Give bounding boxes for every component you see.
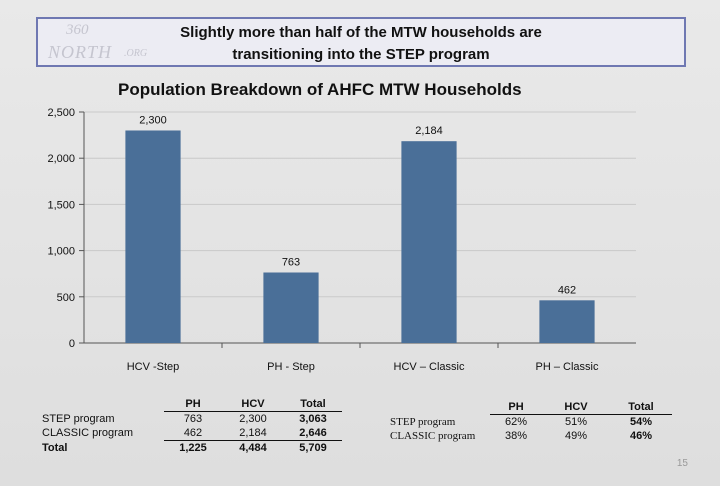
bar-value-label: 462 bbox=[558, 284, 576, 296]
x-category-label: HCV -Step bbox=[127, 361, 180, 373]
y-tick-label: 2,000 bbox=[47, 153, 75, 165]
percent-table-header-row: PH HCV Total bbox=[390, 400, 672, 415]
cell: 2,646 bbox=[284, 426, 342, 441]
cell: 462 bbox=[164, 426, 222, 441]
cell: 1,225 bbox=[179, 442, 207, 454]
counts-header-hcv: HCV bbox=[222, 397, 284, 412]
table-row: STEP program 62% 51% 54% bbox=[390, 415, 672, 430]
y-tick-label: 2,500 bbox=[47, 107, 75, 119]
cell: 5,709 bbox=[299, 442, 327, 454]
y-tick-label: 500 bbox=[57, 292, 75, 304]
y-tick-label: 0 bbox=[69, 338, 75, 350]
logo-org: .ORG bbox=[124, 48, 148, 59]
bar-value-label: 763 bbox=[282, 256, 300, 268]
x-category-label: PH - Step bbox=[267, 361, 315, 373]
percent-header-total: Total bbox=[610, 400, 672, 415]
y-tick-label: 1,500 bbox=[47, 199, 75, 211]
cell: 4,484 bbox=[239, 442, 267, 454]
table-row: STEP program 763 2,300 3,063 bbox=[42, 412, 342, 427]
bar bbox=[125, 130, 181, 343]
cell: 2,184 bbox=[222, 426, 284, 441]
bar-chart: 0 500 1,000 1,500 2,000 2,500 2,300 HCV -Step 76… bbox=[47, 107, 636, 373]
logo-word: NORTH bbox=[48, 42, 113, 62]
bar bbox=[263, 272, 319, 343]
x-category-label: PH – Classic bbox=[536, 361, 599, 373]
bar bbox=[401, 141, 457, 343]
counts-header-total: Total bbox=[284, 397, 342, 412]
x-category-label: HCV – Classic bbox=[394, 361, 465, 373]
row-label: STEP program bbox=[42, 412, 115, 425]
total-row: Total 1,225 4,484 5,709 bbox=[42, 441, 342, 456]
percent-header-ph: PH bbox=[490, 400, 542, 415]
percent-table: PH HCV Total STEP program 62% 51% 54% CL… bbox=[390, 400, 672, 443]
headline-line-1: Slightly more than half of the MTW house… bbox=[180, 24, 542, 41]
cell: 54% bbox=[629, 416, 653, 428]
table-row: CLASSIC program 462 2,184 2,646 bbox=[42, 426, 342, 441]
page-number: 15 bbox=[676, 458, 688, 469]
cell: 38% bbox=[504, 430, 528, 442]
counts-header-ph: PH bbox=[164, 397, 222, 412]
headline-box: Slightly more than half of the MTW house… bbox=[36, 17, 686, 67]
chart-title: Population Breakdown of AHFC MTW Househo… bbox=[118, 80, 522, 99]
row-label: Total bbox=[42, 441, 68, 454]
logo-number: 360 bbox=[66, 22, 89, 38]
percent-table-corner bbox=[390, 400, 490, 415]
percent-header-hcv: HCV bbox=[542, 400, 610, 415]
cell: 2,300 bbox=[239, 413, 267, 425]
row-label: CLASSIC program bbox=[390, 430, 476, 442]
bar-value-label: 2,184 bbox=[415, 125, 443, 137]
row-label: STEP program bbox=[390, 415, 456, 428]
cell: 3,063 bbox=[299, 413, 327, 425]
counts-table-corner bbox=[42, 397, 164, 412]
bar bbox=[539, 300, 595, 343]
counts-table: PH HCV Total STEP program 763 2,300 3,06… bbox=[42, 397, 342, 455]
cell: 51% bbox=[564, 416, 588, 428]
bar-value-label: 2,300 bbox=[139, 114, 167, 126]
row-label: CLASSIC program bbox=[42, 427, 134, 440]
cell: 49% bbox=[564, 430, 588, 442]
table-row: CLASSIC program 38% 49% 46% bbox=[390, 429, 672, 443]
counts-table-header-row: PH HCV Total bbox=[42, 397, 342, 412]
cell: 763 bbox=[183, 413, 203, 425]
cell: 62% bbox=[504, 416, 528, 428]
y-tick-label: 1,000 bbox=[47, 246, 75, 258]
headline-line-2: transitioning into the STEP program bbox=[232, 46, 490, 63]
cell: 46% bbox=[629, 430, 653, 442]
